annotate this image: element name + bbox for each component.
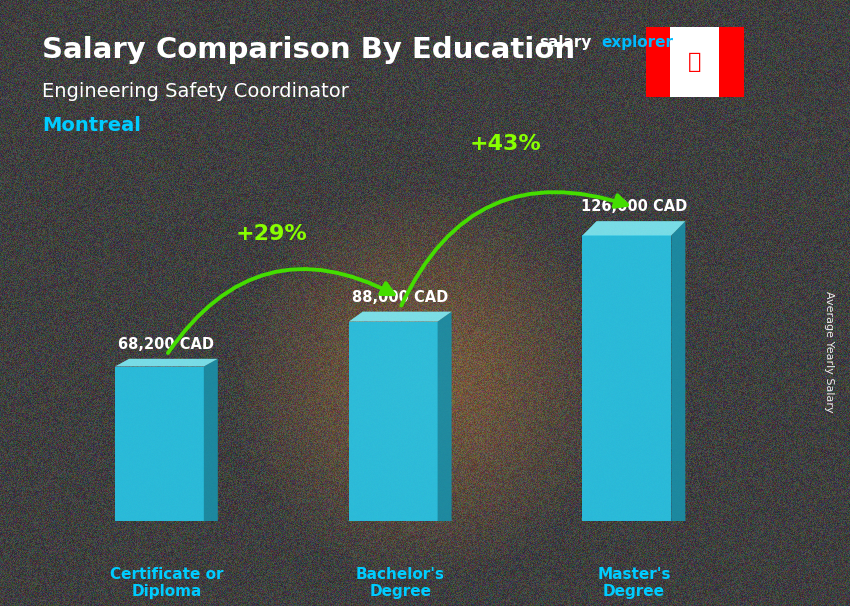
Polygon shape <box>204 359 218 521</box>
Polygon shape <box>582 221 685 236</box>
Polygon shape <box>115 359 218 367</box>
Polygon shape <box>115 367 204 521</box>
Text: Salary Comparison By Education: Salary Comparison By Education <box>42 36 575 64</box>
Text: salary: salary <box>540 35 592 50</box>
Text: Engineering Safety Coordinator: Engineering Safety Coordinator <box>42 82 349 101</box>
Text: Master's
Degree: Master's Degree <box>598 567 671 599</box>
Text: 126,000 CAD: 126,000 CAD <box>581 199 687 214</box>
Text: Bachelor's
Degree: Bachelor's Degree <box>355 567 445 599</box>
Polygon shape <box>438 311 451 521</box>
Bar <box>671 27 719 97</box>
Text: 🍁: 🍁 <box>688 52 701 72</box>
Text: 68,200 CAD: 68,200 CAD <box>118 337 214 351</box>
Polygon shape <box>582 236 672 521</box>
Text: .com: .com <box>672 35 712 50</box>
Polygon shape <box>348 311 451 322</box>
Text: Certificate or
Diploma: Certificate or Diploma <box>110 567 224 599</box>
Bar <box>646 27 671 97</box>
Polygon shape <box>348 322 438 521</box>
Text: Montreal: Montreal <box>42 116 141 135</box>
Text: +43%: +43% <box>469 134 541 154</box>
Text: 88,000 CAD: 88,000 CAD <box>352 290 448 305</box>
Bar <box>719 27 744 97</box>
Text: explorer: explorer <box>602 35 674 50</box>
Text: Average Yearly Salary: Average Yearly Salary <box>824 291 834 412</box>
Text: +29%: +29% <box>235 224 308 244</box>
Polygon shape <box>672 221 685 521</box>
